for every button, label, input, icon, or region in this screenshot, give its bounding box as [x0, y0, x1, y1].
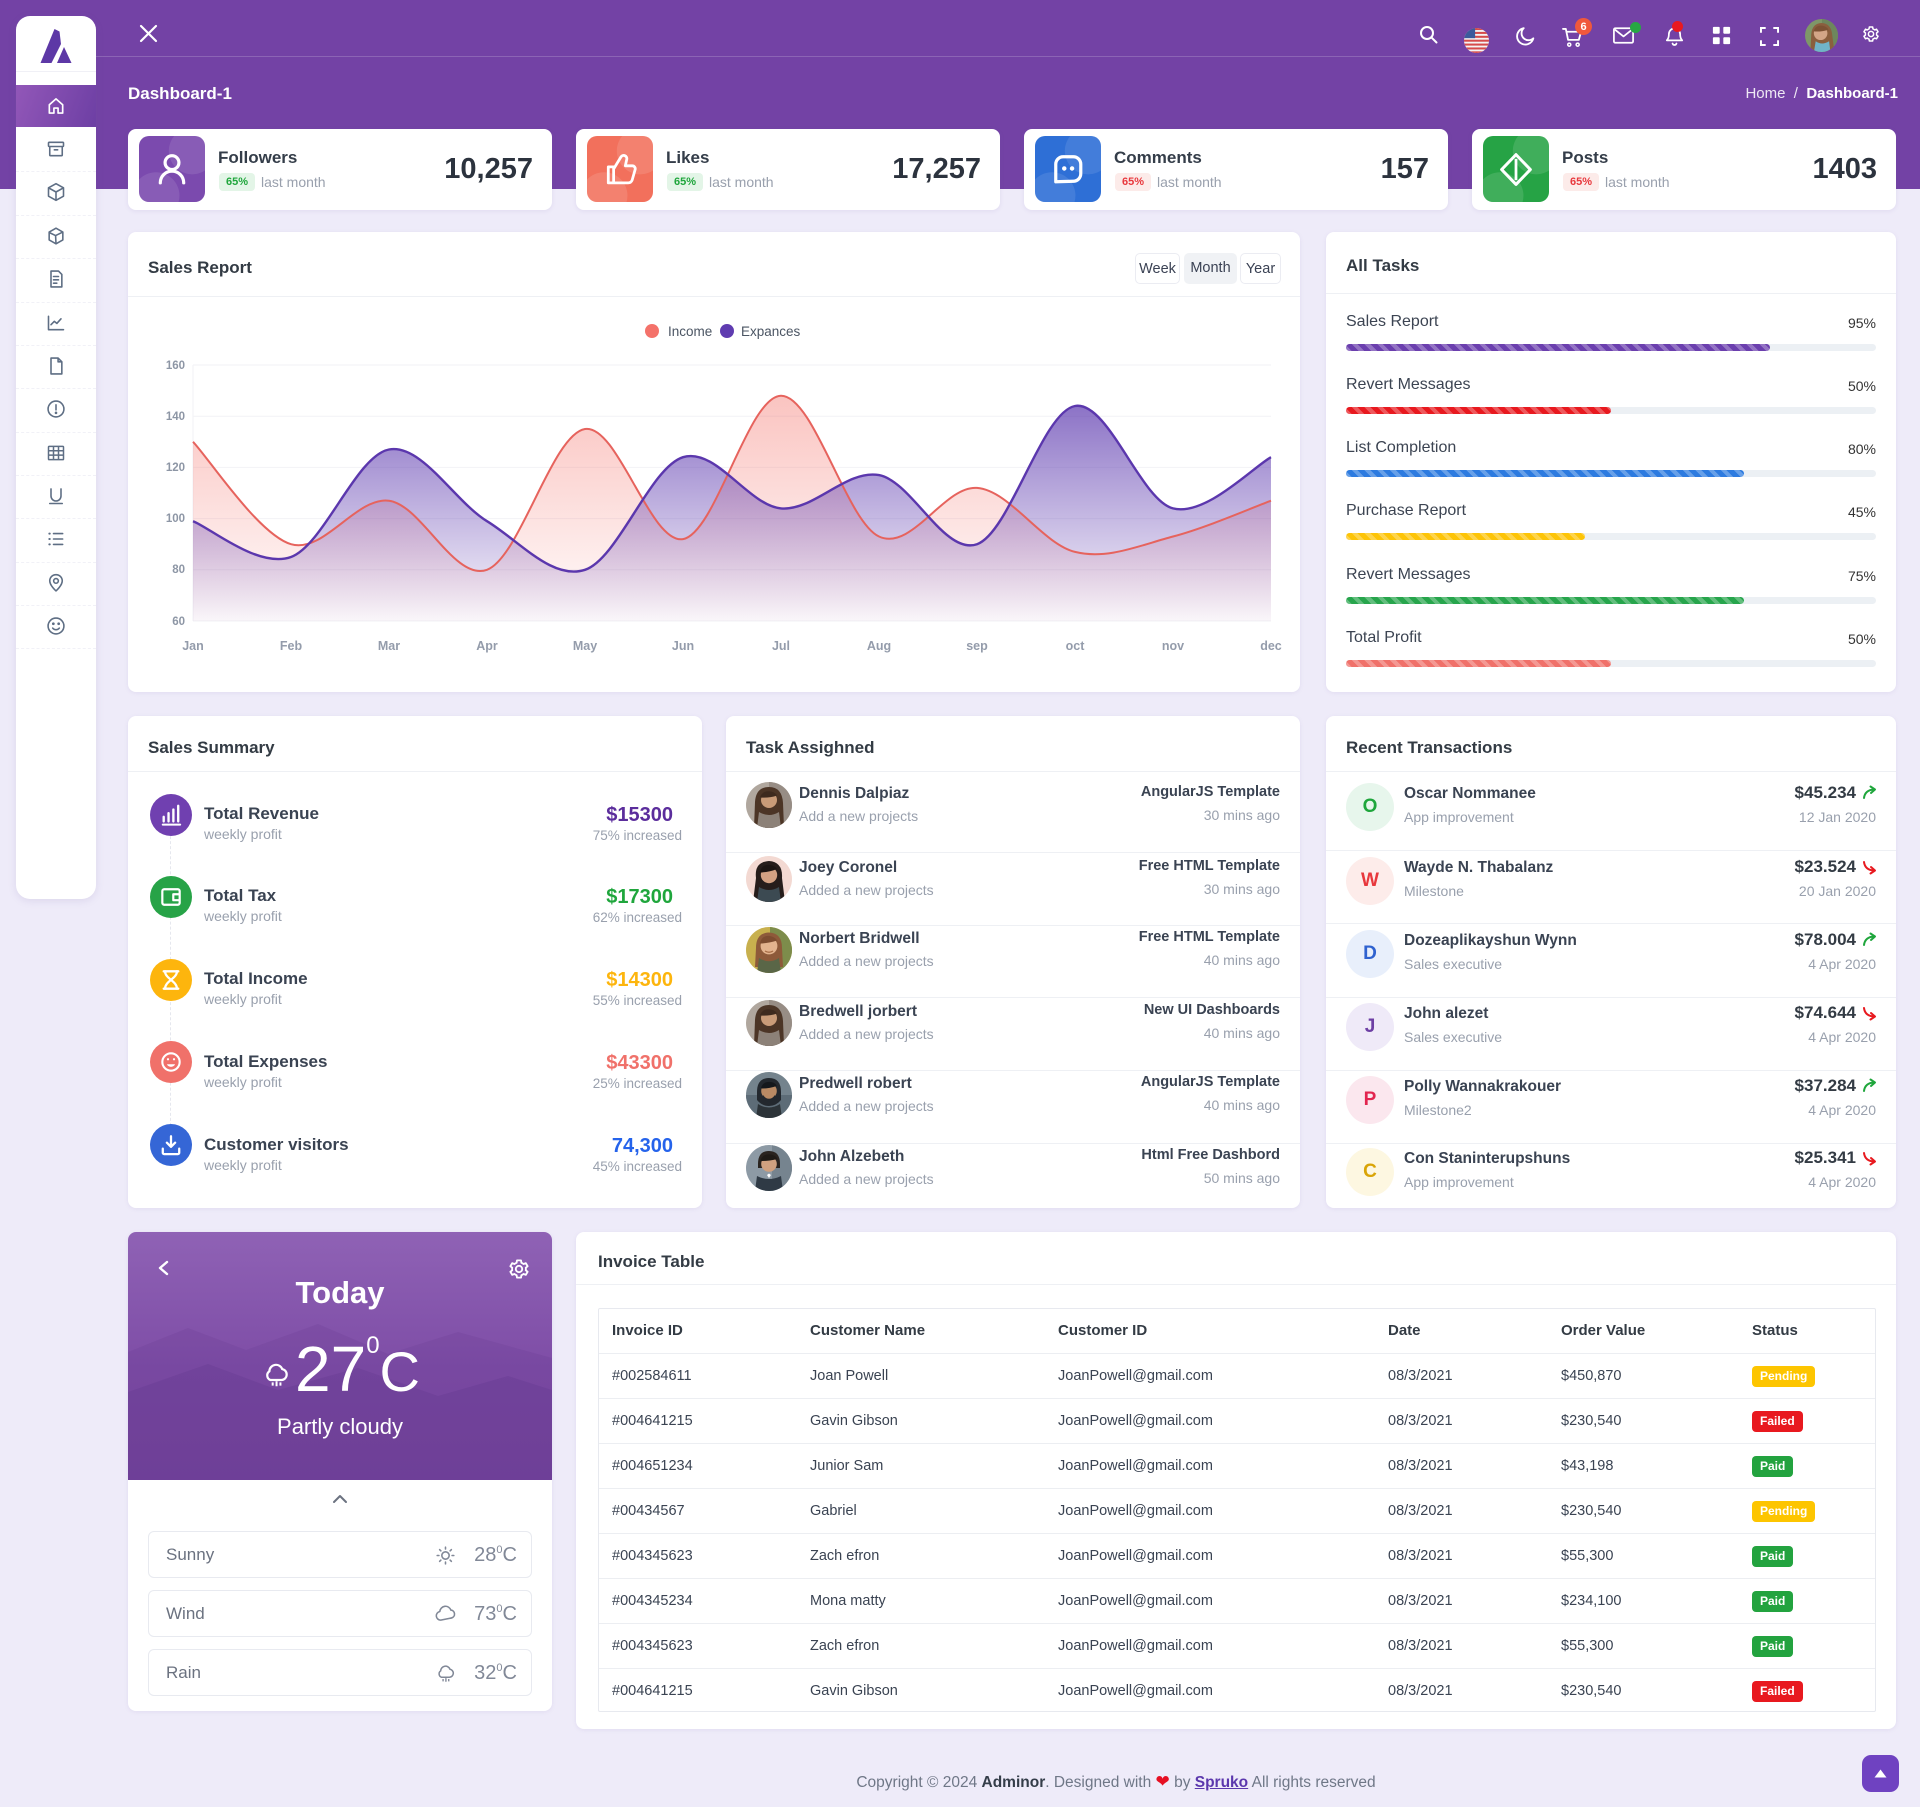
svg-text:Mar: Mar [378, 639, 400, 653]
svg-text:60: 60 [172, 616, 185, 628]
svg-text:dec: dec [1260, 639, 1282, 653]
svg-text:Jul: Jul [772, 639, 790, 653]
svg-text:160: 160 [166, 360, 185, 372]
svg-text:120: 120 [166, 462, 185, 474]
svg-text:nov: nov [1162, 639, 1184, 653]
svg-text:140: 140 [166, 411, 185, 423]
svg-text:Aug: Aug [867, 639, 891, 653]
svg-text:100: 100 [166, 513, 185, 525]
svg-text:Income: Income [668, 324, 712, 339]
svg-text:Jan: Jan [182, 639, 204, 653]
svg-text:sep: sep [966, 639, 988, 653]
svg-text:Jun: Jun [672, 639, 694, 653]
svg-text:Feb: Feb [280, 639, 303, 653]
svg-text:Expances: Expances [741, 324, 801, 339]
svg-text:80: 80 [172, 564, 185, 576]
svg-text:oct: oct [1066, 639, 1086, 653]
svg-text:Apr: Apr [476, 639, 498, 653]
svg-text:May: May [573, 639, 597, 653]
